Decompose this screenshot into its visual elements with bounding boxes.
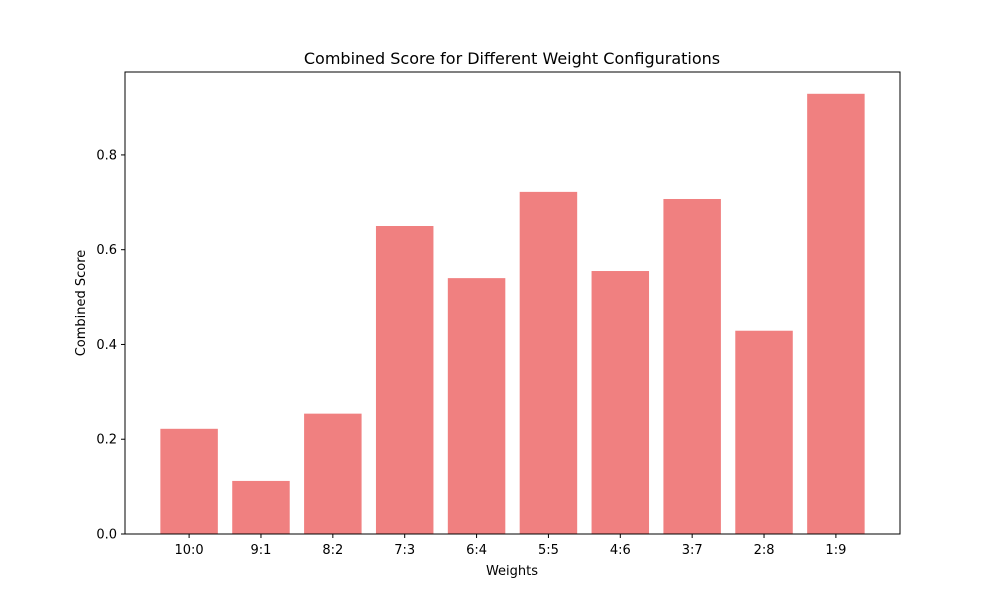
bar-7-3 [375, 226, 434, 534]
x-axis-ticks: 10:0 9:1 8:2 7:3 6:4 5:5 4:6 3:7 2:8 1:9 [175, 534, 846, 558]
bar-3-7 [663, 198, 721, 534]
x-tick-label: 10:0 [175, 543, 204, 558]
y-tick-label: 0.2 [96, 433, 117, 448]
x-tick-label: 2:8 [754, 543, 775, 558]
y-axis-ticks: 0.0 0.2 0.4 0.6 0.8 [96, 148, 125, 543]
bar-10-0 [160, 428, 218, 534]
x-tick-label: 8:2 [322, 543, 343, 558]
y-tick-label: 0.8 [96, 148, 117, 163]
bar-2-8 [735, 330, 793, 534]
chart-title: Combined Score for Different Weight Conf… [304, 49, 720, 68]
bar-6-4 [447, 278, 506, 534]
bar-9-1 [232, 480, 290, 534]
x-tick-label: 9:1 [251, 543, 272, 558]
x-axis-label: Weights [486, 564, 538, 579]
y-tick-label: 0.6 [96, 243, 117, 258]
plot-area-frame [124, 71, 901, 535]
x-tick-label: 5:5 [538, 543, 559, 558]
bar-1-9 [807, 93, 865, 534]
x-tick-label: 6:4 [466, 543, 487, 558]
x-tick-label: 3:7 [682, 543, 703, 558]
y-tick-label: 0.0 [96, 528, 117, 543]
bars-group [160, 93, 865, 535]
y-tick-label: 0.4 [96, 338, 117, 353]
bar-4-6 [591, 271, 650, 534]
bar-8-2 [304, 413, 362, 534]
bar-5-5 [519, 191, 578, 535]
x-tick-label: 4:6 [610, 543, 631, 558]
x-tick-label: 1:9 [825, 543, 846, 558]
x-tick-label: 7:3 [394, 543, 415, 558]
y-axis-label: Combined Score [74, 250, 89, 357]
